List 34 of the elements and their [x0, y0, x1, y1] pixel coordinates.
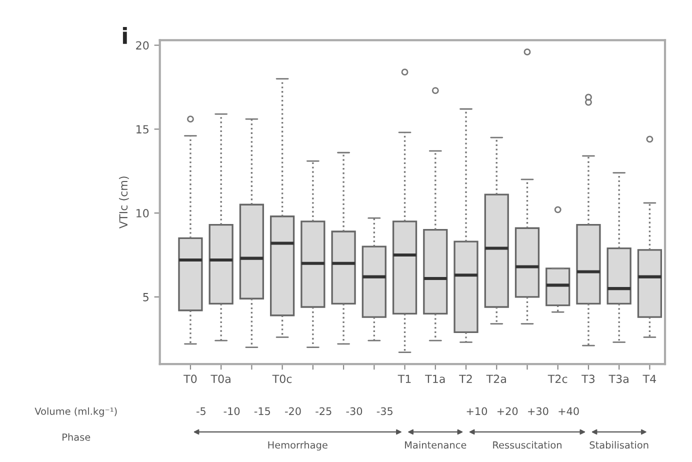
x-tick-label: T1 [398, 374, 411, 383]
x-tick-label: T2c [548, 374, 568, 384]
text: -5 [196, 407, 206, 416]
text: Volume (ml.kg⁻¹) [34, 407, 117, 417]
x-tick-label: T2a [486, 374, 506, 384]
y-tick-label: 15 [136, 125, 148, 134]
x-tick-label: T0c [272, 374, 292, 384]
text: +40 [558, 407, 579, 416]
x-tick-label: T3 [582, 374, 595, 384]
x-tick-label: T4 [642, 374, 656, 383]
text: Maintenance [405, 441, 466, 449]
text: +30 [528, 407, 548, 416]
text: -10 [224, 407, 240, 416]
text: -25 [316, 407, 332, 416]
y-tick-label: 10 [136, 209, 149, 218]
x-tick-label: T0 [184, 374, 197, 384]
text: Stabilisation [590, 441, 648, 449]
text: Ressuscitation [493, 441, 562, 449]
y-tick-label: 20 [136, 41, 149, 50]
text: -30 [346, 407, 362, 416]
text: Phase [62, 433, 90, 441]
text: -35 [376, 407, 392, 416]
text: Hemorrhage [268, 441, 328, 451]
x-tick-label: T0a [210, 374, 230, 384]
x-tick-label: T2 [459, 374, 472, 383]
x-tick-label: T1a [425, 374, 445, 384]
text: +20 [497, 407, 518, 416]
text: -20 [285, 407, 301, 416]
text: +10 [466, 407, 488, 416]
x-tick-label: T3a [608, 374, 628, 384]
text: i [122, 27, 127, 44]
y-axis-title: VTIc (cm) [119, 176, 129, 228]
y-tick-label: 5 [143, 293, 148, 302]
text: -15 [254, 407, 270, 416]
